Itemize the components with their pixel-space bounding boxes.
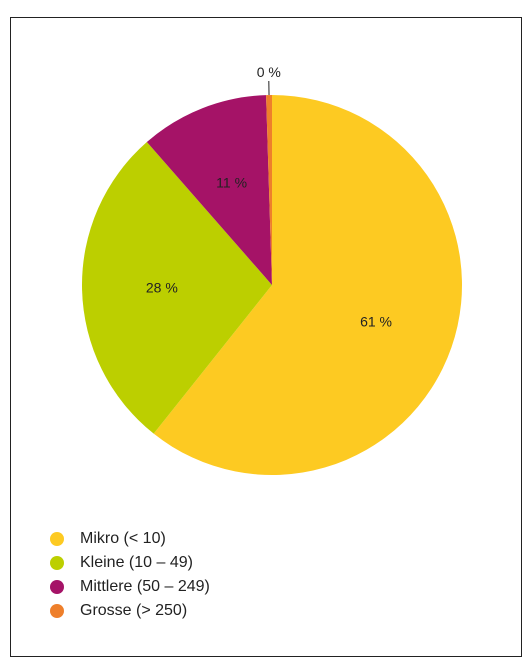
- legend-label: Grosse (> 250): [80, 602, 188, 619]
- slice-value-label-1: 28 %: [146, 280, 178, 296]
- legend-label: Mittlere (50 – 249): [80, 578, 210, 595]
- slice-value-label-3: 0 %: [257, 64, 281, 80]
- legend-label: Mikro (< 10): [80, 530, 166, 547]
- pie-value-labels: 61 % 28 % 11 % 0 %: [146, 64, 392, 329]
- slice-value-label-0: 61 %: [360, 313, 392, 329]
- pie-slice-1: [82, 142, 272, 434]
- pie-slice-2: [146, 95, 272, 285]
- pie-slice-3: [266, 95, 272, 285]
- legend-swatch: [50, 556, 64, 570]
- legend-swatch: [50, 580, 64, 594]
- pie-slice-0: [153, 95, 462, 475]
- legend-item: Grosse (> 250): [50, 599, 210, 623]
- legend-item: Kleine (10 – 49): [50, 551, 210, 575]
- slice-value-label-2: 11 %: [216, 174, 247, 190]
- pie-slices: [82, 95, 462, 475]
- legend-label: Kleine (10 – 49): [80, 554, 193, 571]
- legend-item: Mittlere (50 – 249): [50, 575, 210, 599]
- chart-legend: Mikro (< 10) Kleine (10 – 49) Mittlere (50…: [50, 527, 210, 623]
- legend-item: Mikro (< 10): [50, 527, 210, 551]
- legend-swatch: [50, 604, 64, 618]
- legend-swatch: [50, 532, 64, 546]
